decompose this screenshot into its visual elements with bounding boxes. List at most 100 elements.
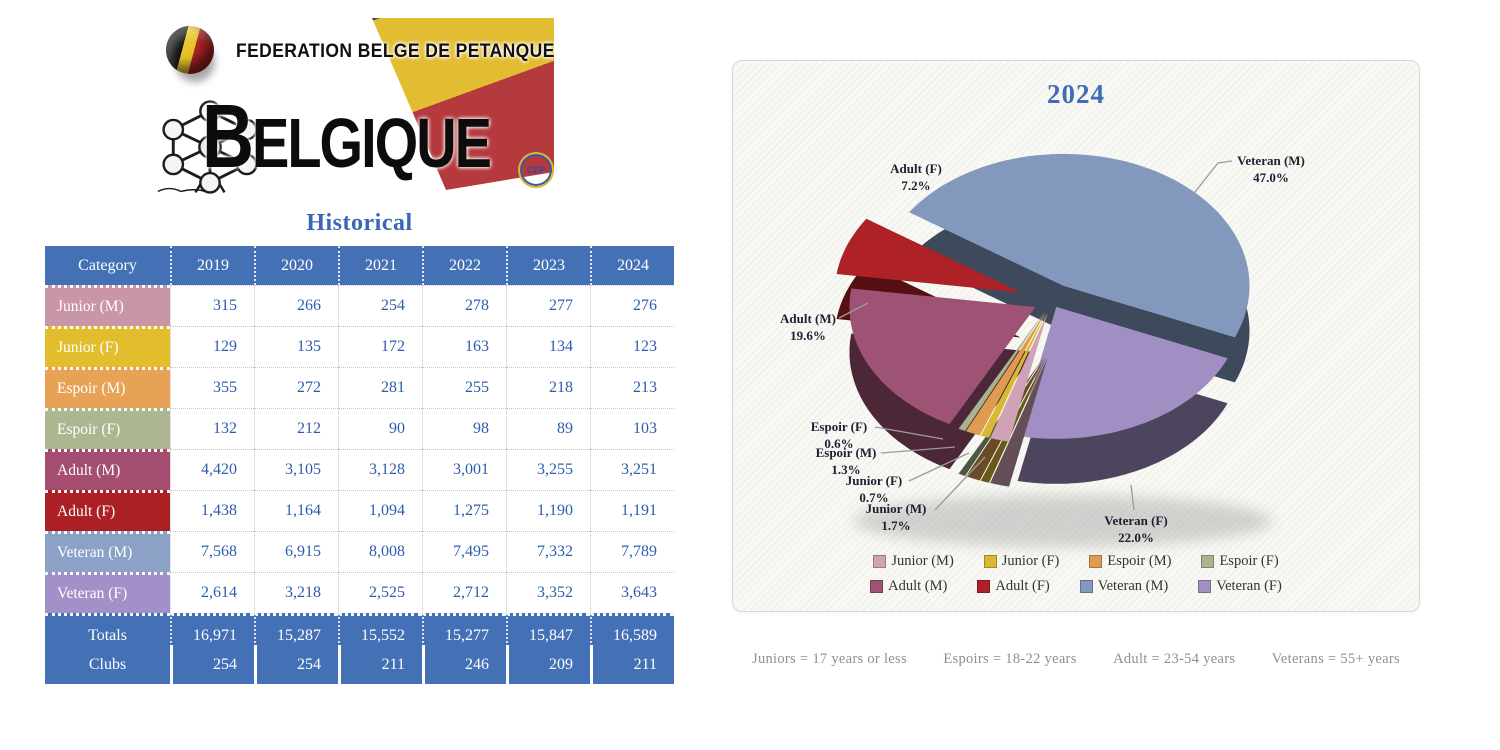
value-cell: 7,568 <box>170 531 254 572</box>
federation-name: FEDERATION BELGE DE PETANQUE <box>236 39 555 62</box>
value-cell: 281 <box>338 367 422 408</box>
value-cell: 355 <box>170 367 254 408</box>
pie-slice-percentage: 22.0% <box>1118 530 1154 545</box>
value-cell: 3,128 <box>338 449 422 490</box>
clubs-row: Clubs 254 254 211 246 209 211 <box>45 645 674 684</box>
legend-swatch-icon <box>1198 580 1212 593</box>
category-cell: Junior (M) <box>45 285 170 326</box>
year-header: 2022 <box>422 246 506 285</box>
pie-slice-percentage: 1.7% <box>881 518 910 533</box>
pie-slice-percentage: 7.2% <box>901 178 930 193</box>
value-cell: 278 <box>422 285 506 326</box>
footnote-item: Juniors = 17 years or less <box>752 651 907 667</box>
label-leader-line <box>874 426 944 440</box>
pie-slice-percentage: 1.3% <box>831 462 860 477</box>
value-cell: 134 <box>506 326 590 367</box>
year-header: 2020 <box>254 246 338 285</box>
pie-slice-label: Veteran (F) <box>1104 513 1167 528</box>
value-cell: 212 <box>254 408 338 449</box>
pie-slice-percentage: 19.6% <box>790 328 826 343</box>
table-row: Espoir (M) 355 272 281 255 218 213 <box>45 367 674 408</box>
legend-swatch-icon <box>870 580 884 593</box>
chart-title: 2024 <box>1047 79 1105 109</box>
pie-slice-percentage: 0.6% <box>824 436 853 451</box>
year-header: 2024 <box>590 246 674 285</box>
pie-slice <box>966 311 1046 436</box>
clubs-table: Clubs 254 254 211 246 209 211 <box>45 645 674 684</box>
table-row: Veteran (M) 7,568 6,915 8,008 7,495 7,332 7,78… <box>45 531 674 572</box>
pie-slice-label: Junior (F) <box>846 473 902 488</box>
legend-swatch-icon <box>1089 555 1103 568</box>
value-cell: 3,251 <box>590 449 674 490</box>
legend-label: Espoir (F) <box>1219 553 1279 569</box>
value-cell: 132 <box>170 408 254 449</box>
value-cell: 272 <box>254 367 338 408</box>
legend-label: Junior (M) <box>891 553 954 569</box>
label-leader-line <box>1190 160 1233 198</box>
legend-label: Junior (F) <box>1001 553 1060 569</box>
legend-swatch-icon <box>1201 555 1215 568</box>
value-cell: 8,008 <box>338 531 422 572</box>
legend-row: Junior (M) Junior (F) Espoir (M) Espoir (F) <box>733 549 1419 574</box>
pie-slice <box>958 311 1045 431</box>
footnote-item: Espoirs = 18-22 years <box>943 651 1077 667</box>
label-leader-line <box>934 456 986 511</box>
value-cell: 277 <box>506 285 590 326</box>
pie-slice-label: Adult (F) <box>890 161 942 176</box>
pie-slice <box>909 153 1250 338</box>
legend-label: Adult (F) <box>995 578 1050 594</box>
legend-label: Espoir (M) <box>1107 553 1172 569</box>
chart-legend: Junior (M) Junior (F) Espoir (M) Espoir (F)… <box>733 549 1419 599</box>
pie-slice-label: Junior (M) <box>866 501 927 516</box>
value-cell: 1,275 <box>422 490 506 531</box>
pie-slice-percentage: 0.7% <box>859 490 888 505</box>
clubs-value-cell: 209 <box>506 645 590 684</box>
value-cell: 4,420 <box>170 449 254 490</box>
year-header: 2019 <box>170 246 254 285</box>
table-row: Junior (M) 315 266 254 278 277 276 <box>45 285 674 326</box>
federation-logo: FEDERATION BELGE DE PETANQUE BELGIQUE CE… <box>150 12 562 194</box>
value-cell: 3,218 <box>254 572 338 613</box>
year-header: 2023 <box>506 246 590 285</box>
table-row: Junior (F) 129 135 172 163 134 123 <box>45 326 674 367</box>
label-leader-line <box>880 446 956 454</box>
clubs-label-cell: Clubs <box>45 645 170 684</box>
pie-slice-percentage: 47.0% <box>1253 170 1289 185</box>
category-cell: Veteran (F) <box>45 572 170 613</box>
pie-slice-label: Adult (M) <box>780 311 836 326</box>
value-cell: 276 <box>590 285 674 326</box>
pie-slice <box>990 312 1048 442</box>
label-leader-line <box>1130 484 1135 511</box>
value-cell: 7,332 <box>506 531 590 572</box>
value-cell: 254 <box>338 285 422 326</box>
atomium-icon <box>157 100 258 194</box>
legend-item: Adult (F) <box>977 578 1050 595</box>
legend-label: Adult (M) <box>888 578 948 594</box>
value-cell: 7,495 <box>422 531 506 572</box>
historical-title: Historical <box>306 210 413 236</box>
legend-swatch-icon <box>1079 580 1093 593</box>
clubs-value-cell: 254 <box>170 645 254 684</box>
pie-slice <box>849 288 1036 425</box>
legend-item: Veteran (F) <box>1198 578 1282 595</box>
value-cell: 172 <box>338 326 422 367</box>
value-cell: 135 <box>254 326 338 367</box>
year-header: 2021 <box>338 246 422 285</box>
value-cell: 6,915 <box>254 531 338 572</box>
legend-item: Veteran (M) <box>1079 578 1168 595</box>
value-cell: 103 <box>590 408 674 449</box>
table-row: Veteran (F) 2,614 3,218 2,525 2,712 3,352 3,64… <box>45 572 674 613</box>
category-cell: Espoir (M) <box>45 367 170 408</box>
pie-slice <box>1017 306 1228 439</box>
pie-shadow <box>853 495 1273 547</box>
value-cell: 218 <box>506 367 590 408</box>
value-cell: 163 <box>422 326 506 367</box>
value-cell: 1,438 <box>170 490 254 531</box>
value-cell: 315 <box>170 285 254 326</box>
category-cell: Adult (M) <box>45 449 170 490</box>
value-cell: 2,525 <box>338 572 422 613</box>
value-cell: 123 <box>590 326 674 367</box>
clubs-value-cell: 246 <box>422 645 506 684</box>
table-row: Espoir (F) 132 212 90 98 89 103 <box>45 408 674 449</box>
pie-slice-label: Veteran (M) <box>1237 153 1305 168</box>
